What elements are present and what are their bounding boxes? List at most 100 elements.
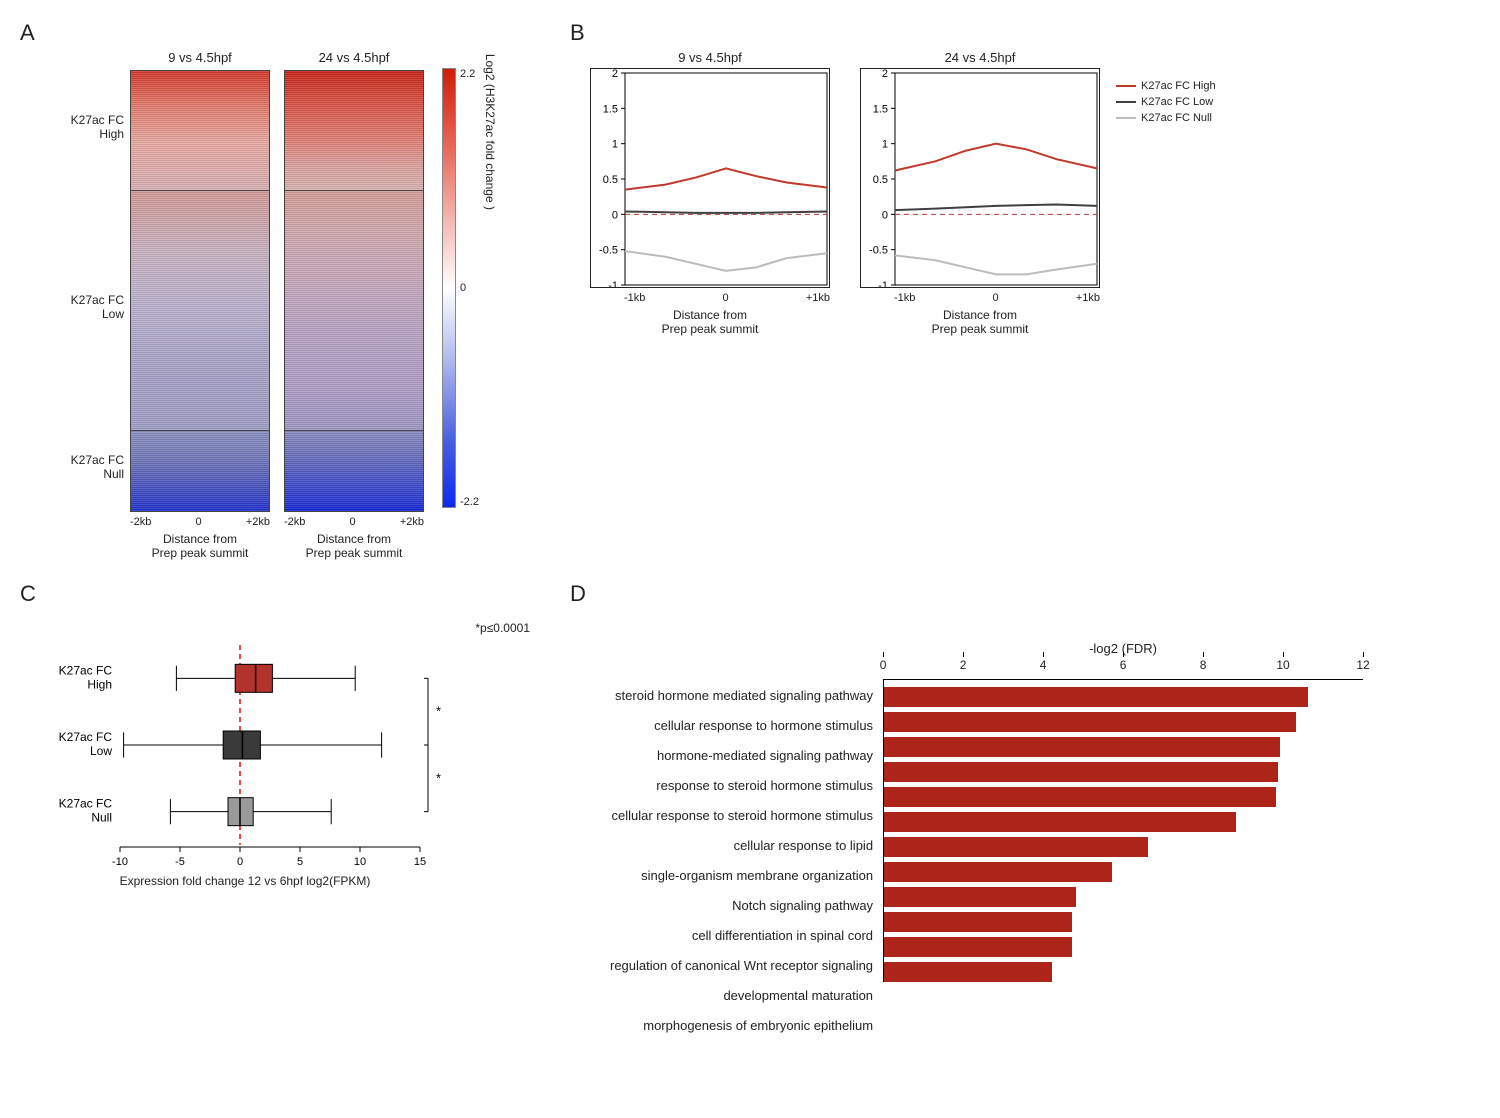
hbar-bar bbox=[884, 737, 1280, 757]
heatmap-col-2: 24 vs 4.5hpf -2kb0+2kb Distance fromPrep… bbox=[284, 50, 424, 561]
line-plot-title: 24 vs 4.5hpf bbox=[945, 50, 1016, 68]
heatmap1-xaxis: -2kb 0 +2kb bbox=[130, 516, 270, 528]
ytick-label: 0 bbox=[882, 209, 888, 221]
heatmap-row-label: K27ac FCHigh bbox=[60, 68, 130, 188]
line-plots-container: 9 vs 4.5hpf -1 -0.5 0 0.5 1 1.5 2 -1kb 0 +1kb Dista… bbox=[590, 50, 1100, 337]
hbar-category: cellular response to hormone stimulus bbox=[610, 711, 883, 741]
line-plot-xaxis: -1kb0+1kb bbox=[860, 292, 1100, 304]
panel-b-content: 9 vs 4.5hpf -1 -0.5 0 0.5 1 1.5 2 -1kb 0 +1kb Dista… bbox=[570, 20, 1500, 337]
colorbar-min: -2.2 bbox=[460, 496, 479, 508]
xtick-label: 2 bbox=[960, 658, 967, 672]
heatmap-row-label: K27ac FCLow bbox=[60, 188, 130, 428]
box-row-label: High bbox=[87, 677, 112, 691]
xtick-label: 0 bbox=[237, 856, 243, 865]
ytick-label: 1.5 bbox=[603, 103, 618, 115]
ytick-label: 2 bbox=[612, 68, 618, 80]
ytick-label: 0 bbox=[612, 209, 618, 221]
legend-item: K27ac FC Null bbox=[1116, 112, 1216, 124]
tick-label: 0 bbox=[350, 516, 356, 528]
xtick-label: -5 bbox=[175, 856, 185, 865]
xtick-label: 10 bbox=[354, 856, 366, 865]
ytick-label: -0.5 bbox=[599, 245, 618, 257]
xtick-label: 12 bbox=[1356, 658, 1369, 672]
boxplot-svg: K27ac FCHighK27ac FCLowK27ac FCNull**-10… bbox=[40, 635, 480, 865]
tick-label: 0 bbox=[993, 292, 999, 304]
hbar-wrap: steroid hormone mediated signaling pathw… bbox=[610, 641, 1500, 1041]
heatmap2-xaxis: -2kb0+2kb bbox=[284, 516, 424, 528]
heatmap1-block bbox=[130, 70, 270, 512]
xtick-label: 10 bbox=[1276, 658, 1289, 672]
legend-item: K27ac FC Low bbox=[1116, 96, 1216, 108]
panel-b: B 9 vs 4.5hpf -1 -0.5 0 0.5 1 1.5 2 -1kb 0 +1kb Dis… bbox=[570, 20, 1500, 561]
xtick-label: 4 bbox=[1040, 658, 1047, 672]
legend-item: K27ac FC High bbox=[1116, 80, 1216, 92]
xtick-label: 0 bbox=[880, 658, 887, 672]
tick-label: 0 bbox=[196, 516, 202, 528]
hbar-category: morphogenesis of embryonic epithelium bbox=[610, 1011, 883, 1041]
heatmap1-xlabel: Distance fromPrep peak summit bbox=[130, 532, 270, 561]
ytick-label: 0.5 bbox=[603, 174, 618, 186]
hbar-plot: -log2 (FDR) 0 2 4 6 bbox=[883, 641, 1363, 1041]
significance-star: * bbox=[436, 770, 441, 785]
heatmap1-title: 9 vs 4.5hpf bbox=[168, 50, 232, 68]
heatmap2-title: 24 vs 4.5hpf bbox=[319, 50, 390, 68]
ytick-label: -1 bbox=[878, 280, 888, 288]
hbar-bar bbox=[884, 712, 1296, 732]
panel-c-label: C bbox=[20, 581, 36, 607]
ytick-label: -1 bbox=[608, 280, 618, 288]
box-row-label: Null bbox=[91, 810, 112, 824]
line-plot-title: 9 vs 4.5hpf bbox=[678, 50, 742, 68]
ytick-label: 2 bbox=[882, 68, 888, 80]
line-plot-svg: -1-0.500.511.52 bbox=[860, 68, 1100, 288]
panel-a-label: A bbox=[20, 20, 35, 46]
heatmap-section bbox=[131, 191, 269, 431]
colorbar-labels: 2.2 0 -2.2 Log2 (H3K27ac fold change ) bbox=[460, 68, 479, 508]
legend-swatch bbox=[1116, 117, 1136, 119]
tick-label: -1kb bbox=[894, 292, 915, 304]
panel-a: A K27ac FCHighK27ac FCLowK27ac FCNull 9 … bbox=[20, 20, 550, 561]
legend-label: K27ac FC High bbox=[1141, 80, 1216, 92]
heatmap-section bbox=[285, 191, 423, 431]
tick-label: +2kb bbox=[246, 516, 270, 528]
xtick-label: 5 bbox=[297, 856, 303, 865]
panel-d-content: steroid hormone mediated signaling pathw… bbox=[570, 581, 1500, 1041]
hbar-bar bbox=[884, 837, 1148, 857]
hbar-category: cell differentiation in spinal cord bbox=[610, 921, 883, 951]
hbar-bar bbox=[884, 687, 1308, 707]
tick-label: -2kb bbox=[130, 516, 151, 528]
hbar-category: hormone-mediated signaling pathway bbox=[610, 741, 883, 771]
line-plot-xaxis: -1kb 0 +1kb bbox=[590, 292, 830, 304]
panel-b-label: B bbox=[570, 20, 585, 46]
hbar-category: steroid hormone mediated signaling pathw… bbox=[610, 681, 883, 711]
tick-label: +1kb bbox=[806, 292, 830, 304]
ytick-label: 0.5 bbox=[873, 174, 888, 186]
hbar-bar bbox=[884, 962, 1052, 982]
box-row-label: Low bbox=[90, 744, 112, 758]
heatmap-row-labels: K27ac FCHighK27ac FCLowK27ac FCNull bbox=[60, 50, 130, 508]
hbar-holder: steroid hormone mediated signaling pathw… bbox=[610, 641, 1500, 1041]
panel-c-content: *p≤0.0001 K27ac FCHighK27ac FCLowK27ac F… bbox=[20, 581, 550, 888]
hbar-category: response to steroid hormone stimulus bbox=[610, 771, 883, 801]
hbar-bar bbox=[884, 862, 1112, 882]
panel-c: C *p≤0.0001 K27ac FCHighK27ac FCLowK27ac… bbox=[20, 581, 550, 1041]
box-row-label: K27ac FC bbox=[59, 730, 113, 744]
line-plot: 24 vs 4.5hpf-1-0.500.511.52-1kb0+1kbDist… bbox=[860, 50, 1100, 337]
panel-a-content: K27ac FCHighK27ac FCLowK27ac FCNull 9 vs… bbox=[20, 20, 550, 561]
xtick-label: 15 bbox=[414, 856, 426, 865]
panel-d: D steroid hormone mediated signaling pat… bbox=[570, 581, 1500, 1041]
ytick-label: 1 bbox=[612, 139, 618, 151]
hbar-category: single-organism membrane organization bbox=[610, 861, 883, 891]
legend-swatch bbox=[1116, 101, 1136, 103]
legend-label: K27ac FC Low bbox=[1141, 96, 1213, 108]
line-plot-xlabel: Distance fromPrep peak summit bbox=[590, 308, 830, 337]
tick-label: 0 bbox=[723, 292, 729, 304]
colorbar-axis-label: Log2 (H3K27ac fold change ) bbox=[483, 54, 497, 210]
hbar-category: cellular response to lipid bbox=[610, 831, 883, 861]
heatmap-row-label: K27ac FCNull bbox=[60, 428, 130, 508]
box-row-label: K27ac FC bbox=[59, 663, 113, 677]
boxplot-xlabel: Expression fold change 12 vs 6hpf log2(F… bbox=[40, 874, 450, 888]
tick-label: -1kb bbox=[624, 292, 645, 304]
heatmap2-block bbox=[284, 70, 424, 512]
hbar-bar bbox=[884, 912, 1072, 932]
colorbar bbox=[442, 68, 456, 508]
